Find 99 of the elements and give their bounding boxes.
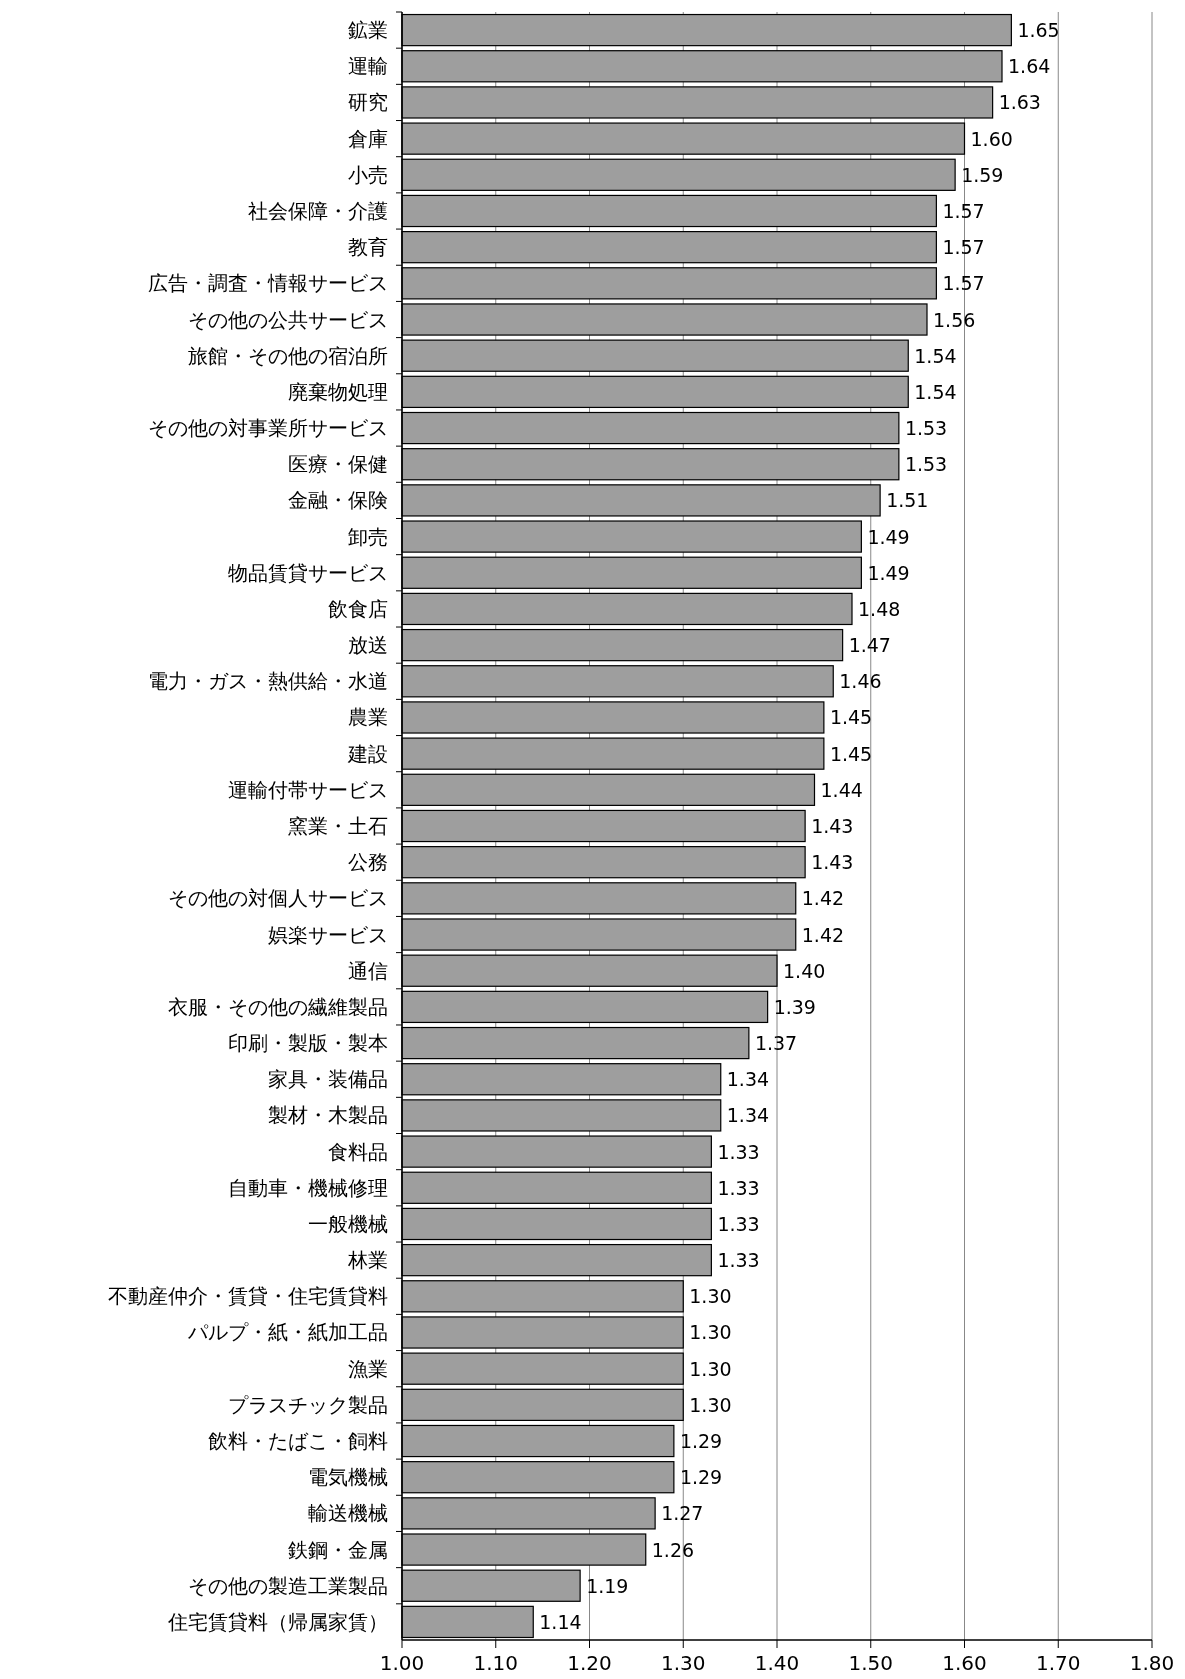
y-tick-label: 漁業 [348,1356,388,1381]
data-label: 1.54 [914,380,957,403]
data-label: 1.42 [801,923,845,946]
x-tick-label: 1.10 [473,1651,519,1675]
data-label: 1.30 [689,1393,732,1416]
y-tick-label: 不動産仲介・賃貸・住宅賃貸料 [108,1284,388,1309]
data-label: 1.39 [773,995,816,1018]
y-tick-label: 倉庫 [348,126,388,151]
data-label: 1.46 [839,670,882,693]
x-tick-label: 1.70 [1035,1651,1081,1675]
y-tick-label: 小売 [348,162,388,187]
data-label: 1.43 [811,851,854,874]
y-tick-label: 研究 [348,90,388,115]
y-tick-label: プラスチック製品 [228,1392,388,1417]
data-label: 1.59 [961,163,1004,186]
data-label: 1.33 [717,1140,760,1163]
data-label: 1.57 [942,236,985,259]
y-tick-label: 娯楽サービス [268,922,388,947]
y-tick-label: 医療・保健 [288,452,388,477]
x-tick-label: 1.20 [567,1651,612,1675]
x-tick-label: 1.60 [942,1651,987,1675]
y-tick-label: 電力・ガス・熱供給・水道 [148,669,388,694]
data-label: 1.57 [942,199,985,222]
x-tick-label: 1.50 [848,1651,894,1675]
y-tick-label: 通信 [348,958,388,983]
data-label: 1.30 [689,1357,732,1380]
data-label: 1.33 [717,1249,760,1272]
y-tick-label: 窯業・土石 [288,814,388,838]
y-tick-label: 公務 [348,850,388,875]
y-tick-label: 物品賃貸サービス [228,560,388,585]
data-label: 1.51 [886,489,929,512]
y-tick-label: 一般機械 [308,1211,388,1236]
y-tick-label: 食料品 [328,1139,388,1164]
y-tick-label: 輸送機械 [308,1501,388,1526]
y-tick-label: 社会保障・介護 [248,198,388,223]
y-tick-label: 飲料・たばこ・飼料 [208,1429,388,1454]
data-label: 1.53 [904,417,948,440]
data-label: 1.19 [586,1574,629,1597]
y-tick-label: 住宅賃貸料（帰属家賃） [167,1609,388,1634]
y-tick-label: 卸売 [348,524,388,549]
y-tick-label: 広告・調査・情報サービス [148,271,388,296]
data-label: 1.37 [754,1032,798,1055]
x-tick-label: 1.40 [754,1651,800,1675]
y-tick-label: 鉄鋼・金属 [288,1537,388,1562]
y-tick-label: 廃棄物処理 [288,379,388,404]
y-tick-label: 運輸付帯サービス [228,777,388,802]
y-tick-label: 金融・保険 [288,488,388,513]
data-label: 1.47 [848,634,891,657]
data-label: 1.54 [914,344,957,367]
data-label: 1.45 [829,706,873,729]
data-label: 1.14 [539,1610,582,1633]
y-tick-label: 放送 [348,633,388,658]
data-label: 1.43 [811,815,854,837]
data-label: 1.44 [820,778,863,801]
data-label: 1.53 [904,453,948,476]
data-label: 1.29 [679,1466,723,1489]
data-label: 1.49 [867,525,910,548]
data-label: 1.56 [933,308,976,331]
data-label: 1.30 [689,1321,732,1344]
data-label: 1.42 [801,887,845,910]
data-label: 1.63 [998,91,1041,114]
data-label: 1.30 [689,1285,732,1308]
y-tick-label: その他の公共サービス [188,307,388,332]
y-tick-label: 飲食店 [328,596,388,621]
data-label: 1.33 [717,1212,760,1235]
y-tick-label: その他の製造工業製品 [188,1573,388,1598]
y-tick-label: 印刷・製版・製本 [228,1031,388,1056]
data-label: 1.45 [829,742,873,765]
data-label: 1.64 [1008,55,1051,78]
data-label: 1.57 [942,272,985,295]
y-tick-label: その他の対個人サービス [168,886,388,911]
data-label: 1.26 [651,1538,695,1561]
data-label: 1.29 [679,1430,723,1453]
y-tick-label: その他の対事業所サービス [148,416,388,441]
y-tick-label: 製材・木製品 [268,1103,388,1128]
data-label: 1.49 [867,561,910,584]
y-tick-label: 家具・装備品 [268,1067,388,1092]
y-tick-label: 建設 [347,741,388,766]
y-tick-label: 鉱業 [348,18,388,43]
y-tick-label: 衣服・その他の繊維製品 [168,994,388,1019]
y-tick-label: パルプ・紙・紙加工品 [187,1320,388,1345]
data-label: 1.33 [717,1176,760,1199]
data-label: 1.48 [858,597,901,620]
data-label: 1.40 [783,959,826,982]
x-tick-label: 1.80 [1129,1651,1175,1675]
data-label: 1.27 [661,1502,704,1525]
y-tick-label: 農業 [348,705,388,730]
data-label: 1.34 [726,1068,770,1091]
data-label: 1.34 [726,1104,770,1127]
y-tick-label: 林業 [347,1248,388,1273]
y-tick-label: 旅館・その他の宿泊所 [188,343,388,368]
x-tick-label: 1.00 [379,1651,425,1675]
y-tick-label: 電気機械 [308,1465,388,1490]
data-label: 1.65 [1017,19,1060,42]
y-tick-label: 運輸 [348,54,388,79]
x-tick-label: 1.30 [660,1651,706,1675]
y-tick-label: 自動車・機械修理 [228,1175,388,1200]
y-tick-label: 教育 [348,235,388,260]
data-label: 1.60 [970,127,1013,150]
